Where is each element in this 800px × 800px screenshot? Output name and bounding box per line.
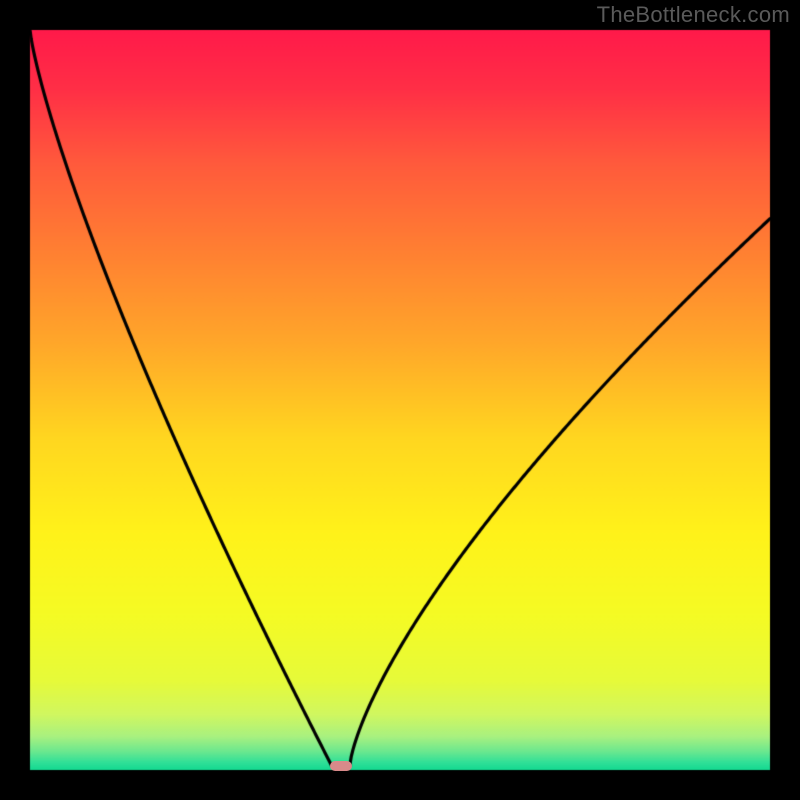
bottleneck-curve <box>0 0 800 800</box>
bottleneck-chart: TheBottleneck.com <box>0 0 800 800</box>
